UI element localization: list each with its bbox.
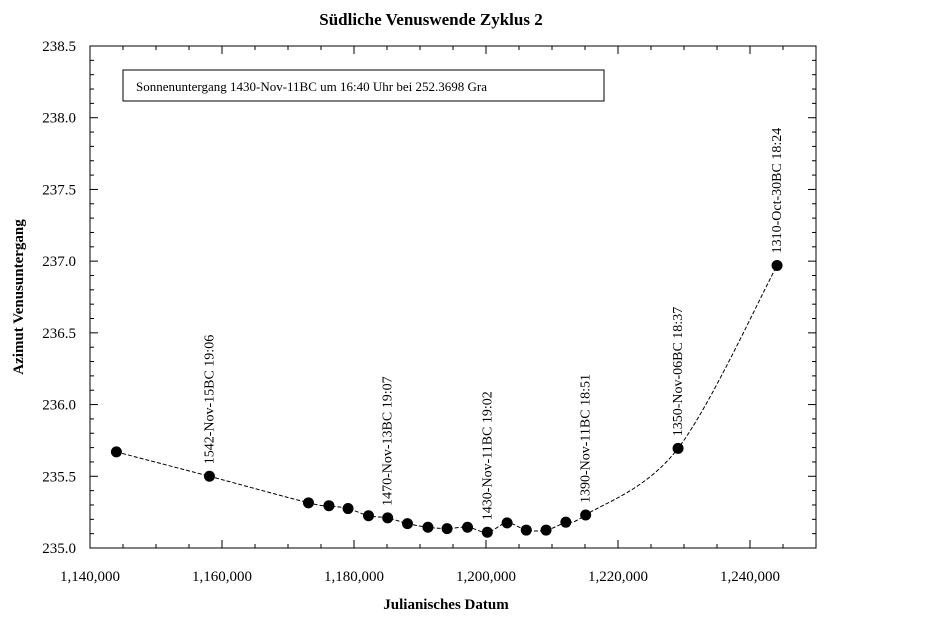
data-point xyxy=(203,470,215,482)
data-point xyxy=(580,509,592,521)
point-annotation: 1350-Nov-06BC 18:37 xyxy=(671,307,686,437)
y-tick-label: 236.5 xyxy=(42,326,76,342)
data-point xyxy=(302,497,314,509)
data-points xyxy=(110,259,783,538)
data-point xyxy=(382,512,394,524)
data-point xyxy=(363,510,375,522)
note-box-frame xyxy=(122,69,605,102)
x-tick-label: 1,140,000 xyxy=(60,569,120,585)
x-tick-label: 1,180,000 xyxy=(324,569,384,585)
y-tick-label: 236.0 xyxy=(42,398,76,414)
point-annotation: 1390-Nov-11BC 18:51 xyxy=(579,374,594,503)
data-point xyxy=(441,523,453,535)
y-tick-label: 238.5 xyxy=(42,39,76,55)
data-point xyxy=(422,521,434,533)
y-tick-label: 235.0 xyxy=(42,541,76,557)
x-tick-label: 1,220,000 xyxy=(588,569,648,585)
data-point xyxy=(110,446,122,458)
data-point xyxy=(342,503,354,515)
y-tick-label: 238.0 xyxy=(42,111,76,127)
point-annotation: 1542-Nov-15BC 19:06 xyxy=(203,335,218,465)
y-tick-label: 237.5 xyxy=(42,182,76,198)
y-tick-label: 235.5 xyxy=(42,469,76,485)
x-axis-label: Julianisches Datum xyxy=(383,597,509,613)
y-tick-label: 237.0 xyxy=(42,254,76,270)
axis-ticks xyxy=(89,45,816,549)
data-point xyxy=(771,259,783,271)
x-tick-label: 1,160,000 xyxy=(192,569,252,585)
note-text: Sonnenuntergang 1430-Nov-11BC um 16:40 U… xyxy=(136,79,487,94)
data-point xyxy=(401,518,413,530)
x-tick-label: 1,200,000 xyxy=(456,569,516,585)
point-annotation: 1470-Nov-13BC 19:07 xyxy=(381,376,396,506)
y-tick-labels: 235.0 235.5 236.0 236.5 237.0 237.5 238.0 238.5 xyxy=(42,39,76,557)
data-point xyxy=(560,516,572,528)
data-point xyxy=(481,526,493,538)
chart-title: Südliche Venuswende Zyklus 2 xyxy=(319,10,542,29)
x-tick-label: 1,240,000 xyxy=(720,569,780,585)
note-box: Sonnenuntergang 1430-Nov-11BC um 16:40 U… xyxy=(122,69,605,102)
data-point xyxy=(672,442,684,454)
point-annotation: 1430-Nov-11BC 19:02 xyxy=(480,391,495,520)
plot-frame xyxy=(89,45,817,549)
data-point xyxy=(540,524,552,536)
data-point xyxy=(501,517,513,529)
point-annotations: 1542-Nov-15BC 19:06 1470-Nov-13BC 19:07 14… xyxy=(203,128,786,520)
point-annotation: 1310-Oct-30BC 18:24 xyxy=(770,128,785,254)
y-axis-label: Azimut Venusuntergang xyxy=(11,219,27,375)
data-point xyxy=(520,524,532,536)
data-point xyxy=(323,500,335,512)
data-point xyxy=(462,521,474,533)
x-tick-labels: 1,140,000 1,160,000 1,180,000 1,200,000 1,22… xyxy=(60,569,780,585)
